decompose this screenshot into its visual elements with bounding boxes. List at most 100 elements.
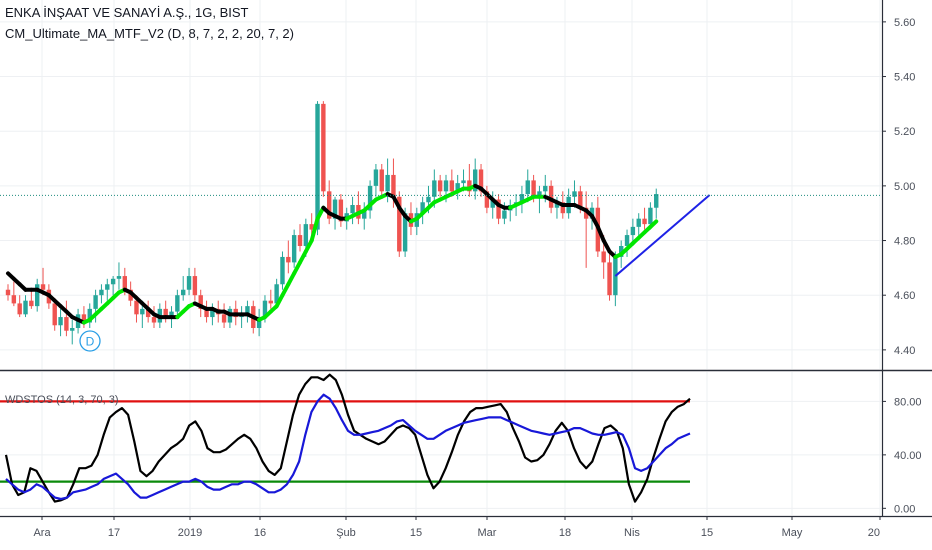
candle xyxy=(245,300,250,323)
candle-body xyxy=(531,180,536,197)
candle-body xyxy=(163,308,168,318)
price-axis-label: 4.60 xyxy=(894,290,915,302)
ma-segment xyxy=(298,249,308,265)
candle-body xyxy=(426,196,431,203)
candle-body xyxy=(87,308,92,323)
candle-body xyxy=(385,174,390,192)
time-axis-label: 16 xyxy=(254,527,266,539)
ma-segment xyxy=(595,224,606,243)
candle-body xyxy=(256,317,262,328)
candle xyxy=(607,251,612,301)
candle-body xyxy=(204,308,209,318)
candle-body xyxy=(186,276,192,290)
candle-body xyxy=(303,224,309,246)
candle-body xyxy=(362,210,367,219)
candle-body xyxy=(624,235,630,246)
candle-body xyxy=(496,199,501,219)
candle-body xyxy=(327,191,332,219)
time-axis-label: Nis xyxy=(624,527,640,539)
candle xyxy=(29,289,34,309)
candle xyxy=(70,319,75,345)
candle-body xyxy=(455,183,460,192)
candle-body xyxy=(198,295,203,309)
candle-body xyxy=(607,262,612,296)
candle-body xyxy=(478,169,484,192)
stoch-k-line xyxy=(4,373,691,503)
candle-body xyxy=(432,180,437,197)
candle-body xyxy=(64,317,69,331)
time-axis-label: 15 xyxy=(410,527,422,539)
ma-segment xyxy=(303,238,314,254)
ma-segment xyxy=(280,282,291,298)
candle xyxy=(186,267,192,296)
candle-body xyxy=(630,226,636,236)
candle xyxy=(291,229,297,268)
candle xyxy=(268,289,273,309)
candle-body xyxy=(560,202,565,214)
candle-body xyxy=(525,180,530,195)
candle-body xyxy=(572,191,577,197)
candle xyxy=(17,295,22,318)
signal-marker-label: D xyxy=(86,335,95,349)
candle-body xyxy=(578,191,583,208)
candle xyxy=(315,101,320,236)
candle xyxy=(198,289,203,318)
candle-body xyxy=(140,308,145,315)
candle xyxy=(11,281,17,307)
candle xyxy=(321,101,326,197)
candle-body xyxy=(548,185,554,208)
trendline-segment xyxy=(614,194,711,277)
candle xyxy=(192,267,198,301)
candle-body xyxy=(554,202,560,208)
candle-body xyxy=(350,205,355,214)
candle-body xyxy=(52,303,57,326)
ma-segment xyxy=(274,293,285,309)
candle-body xyxy=(601,251,606,263)
candle-body xyxy=(315,103,320,230)
ma-segment xyxy=(309,216,320,243)
ma-segment xyxy=(648,219,659,229)
ma-segment xyxy=(601,238,612,254)
candle-body xyxy=(537,191,542,197)
ma-segment xyxy=(391,194,402,210)
candle xyxy=(379,164,384,197)
candle xyxy=(496,194,501,225)
candle-body xyxy=(379,169,384,192)
candle-body xyxy=(443,180,449,192)
trendline[interactable] xyxy=(614,194,711,277)
time-axis-label: 18 xyxy=(559,527,571,539)
candle-body xyxy=(17,303,22,315)
candle-body xyxy=(58,317,63,326)
candle-body xyxy=(99,289,104,296)
candle xyxy=(58,308,63,337)
signal-marker[interactable]: D xyxy=(79,330,101,352)
price-grid xyxy=(0,0,882,369)
oscillator-axis-label: 80.00 xyxy=(894,396,922,408)
candle-body xyxy=(181,289,186,296)
candle-body xyxy=(280,256,285,285)
candle-body xyxy=(437,180,443,192)
candle xyxy=(64,300,69,337)
candle-body xyxy=(654,194,659,208)
candle-body xyxy=(402,213,408,252)
candle-body xyxy=(274,284,279,304)
price-axis-label: 5.00 xyxy=(894,181,915,193)
candle xyxy=(35,278,40,312)
candle-body xyxy=(11,295,17,304)
candle xyxy=(99,284,104,304)
candle-body xyxy=(467,180,472,192)
candle-body xyxy=(502,210,507,219)
candle-body xyxy=(449,180,455,192)
candle-body xyxy=(373,169,379,186)
candle-body xyxy=(309,224,314,230)
candle-body xyxy=(134,300,139,315)
candle xyxy=(397,191,402,257)
candle xyxy=(23,295,28,318)
candle-body xyxy=(23,300,28,315)
candle xyxy=(362,202,367,230)
candle-body xyxy=(5,289,11,296)
candle-body xyxy=(420,202,425,214)
candle-body xyxy=(245,306,250,315)
